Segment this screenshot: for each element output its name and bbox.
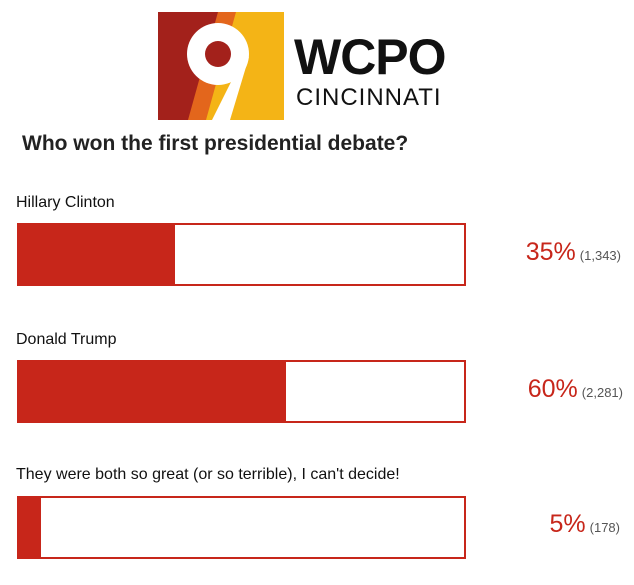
result-percent: 35% <box>525 238 576 266</box>
logo-wordmark: WCPO <box>294 29 447 85</box>
poll-option-clinton: Hillary Clinton 35% (1,343) <box>0 193 634 313</box>
result-bar-fill <box>19 362 286 421</box>
result-value: 5% (178) <box>550 509 621 539</box>
option-label: Donald Trump <box>16 331 117 348</box>
poll-question: Who won the first presidential debate? <box>22 132 409 155</box>
result-count: (178) <box>589 520 620 535</box>
channel-9-logo-icon <box>158 12 284 120</box>
option-label: They were both so great (or so terrible)… <box>16 466 400 483</box>
poll-option-trump: Donald Trump 60% (2,281) <box>0 330 634 450</box>
result-bar[interactable] <box>17 496 466 559</box>
logo-city: CINCINNATI <box>296 84 442 111</box>
result-bar[interactable] <box>17 223 466 286</box>
result-bar-fill <box>19 498 42 557</box>
result-count: (1,343) <box>579 248 621 263</box>
poll-option-undecided: They were both so great (or so terrible)… <box>0 465 634 585</box>
result-value: 60% (2,281) <box>528 374 623 404</box>
result-bar-fill <box>19 225 175 284</box>
result-value: 35% (1,343) <box>526 237 621 267</box>
option-label: Hillary Clinton <box>16 194 115 211</box>
result-count: (2,281) <box>581 385 623 400</box>
result-bar[interactable] <box>17 360 466 423</box>
wcpo-logo: WCPO CINCINNATI <box>158 12 448 120</box>
result-percent: 5% <box>549 510 586 538</box>
result-percent: 60% <box>527 375 578 403</box>
